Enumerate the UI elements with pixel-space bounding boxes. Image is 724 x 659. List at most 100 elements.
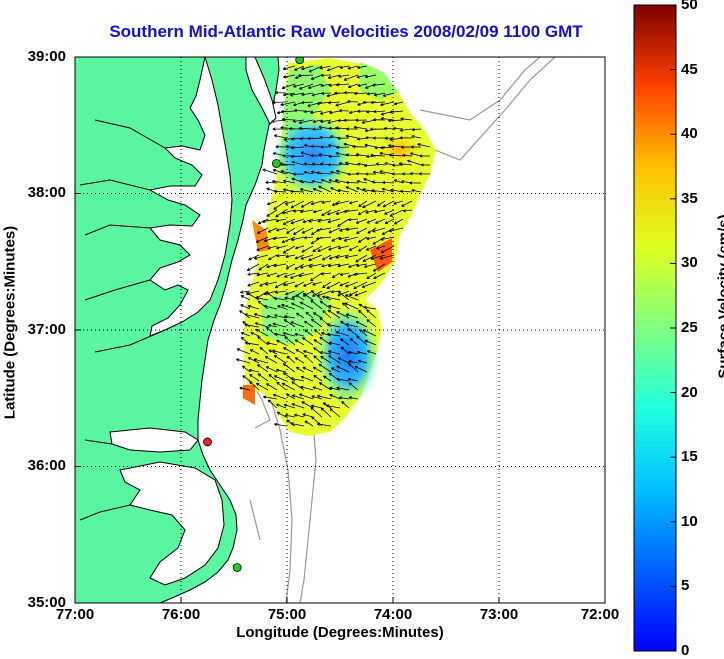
velocity-vector: [366, 272, 377, 280]
velocity-vector: [382, 180, 395, 185]
velocity-vector: [327, 350, 341, 355]
velocity-vector: [331, 236, 341, 242]
velocity-vector: [267, 399, 278, 409]
velocity-vector: [411, 127, 422, 132]
velocity-vector: [248, 254, 260, 261]
velocity-vector: [336, 386, 350, 391]
velocity-vector: [253, 313, 269, 319]
velocity-vector: [347, 328, 359, 337]
velocity-vector: [318, 363, 332, 373]
velocity-vector: [400, 145, 413, 149]
velocity-vector: [294, 339, 305, 346]
velocity-vector: [283, 315, 296, 319]
velocity-vector: [282, 363, 296, 373]
velocity-vector: [253, 358, 269, 364]
velocity-vector: [310, 200, 323, 206]
velocity-vector: [264, 356, 278, 364]
velocity-vector: [319, 317, 332, 328]
velocity-vector: [247, 281, 260, 287]
colorbar-tick-label: 10: [681, 513, 698, 530]
radar-station-marker: [271, 159, 281, 168]
velocity-vector: [292, 83, 305, 88]
velocity-vector: [357, 109, 368, 113]
velocity-vector: [257, 364, 269, 373]
velocity-vector: [380, 245, 395, 254]
velocity-vector: [274, 91, 287, 95]
velocity-vector: [281, 209, 296, 215]
velocity-vector: [308, 263, 323, 268]
velocity-vector: [257, 335, 269, 346]
velocity-vector: [383, 126, 395, 131]
velocity-vector: [354, 91, 368, 96]
velocity-vector: [285, 145, 296, 149]
velocity-vector: [290, 236, 305, 242]
x-tick-label: 76:00: [161, 606, 201, 623]
velocity-vector: [318, 382, 332, 391]
velocity-vector: [362, 200, 377, 208]
velocity-vector: [356, 350, 368, 355]
colorbar-tick-label: 0: [681, 642, 690, 659]
velocity-vector: [420, 163, 431, 167]
velocity-vector: [343, 74, 359, 81]
velocity-vector: [336, 145, 350, 150]
velocity-vector: [375, 162, 386, 166]
velocity-vector: [312, 245, 323, 252]
velocity-vector: [313, 339, 323, 346]
velocity-vector: [400, 189, 413, 193]
velocity-vector: [276, 245, 287, 250]
velocity-vector: [328, 304, 341, 310]
velocity-vector: [329, 110, 341, 115]
velocity-vector: [382, 92, 395, 97]
velocity-vector: [411, 135, 422, 139]
velocity-vector: [325, 295, 341, 301]
velocity-vector: [310, 404, 323, 409]
velocity-vector: [325, 404, 341, 409]
velocity-vector: [365, 83, 377, 89]
velocity-vector: [418, 172, 431, 176]
velocity-vector: [326, 332, 341, 337]
velocity-vector: [266, 314, 278, 319]
velocity-vector: [329, 408, 341, 418]
velocity-vector: [388, 227, 404, 233]
velocity-vector: [301, 227, 314, 234]
velocity-vector: [313, 355, 323, 364]
velocity-vector: [305, 311, 314, 319]
velocity-vector: [293, 108, 305, 113]
velocity-vector: [381, 227, 395, 235]
velocity-vector: [311, 395, 323, 400]
velocity-vector: [308, 65, 323, 73]
velocity-vector: [281, 83, 296, 90]
velocity-vector: [338, 74, 350, 78]
colorbar-tick-label: 40: [681, 125, 698, 142]
velocity-vector: [348, 350, 359, 355]
velocity-vector: [327, 218, 341, 224]
velocity-vector: [364, 339, 377, 346]
velocity-vector: [299, 301, 314, 310]
velocity-vector: [347, 83, 359, 89]
velocity-vector: [300, 254, 314, 260]
velocity-vector: [327, 263, 341, 268]
velocity-vector: [316, 171, 332, 175]
velocity-vector: [290, 189, 305, 194]
velocity-vector: [326, 281, 341, 289]
velocity-vector: [259, 347, 269, 355]
velocity-vector: [363, 163, 377, 168]
velocity-vector: [255, 296, 269, 301]
colorbar-tick-label: 45: [681, 61, 698, 78]
velocity-vector: [294, 332, 305, 337]
velocity-vector: [312, 386, 323, 391]
velocity-vector: [356, 227, 368, 234]
velocity-vector: [348, 382, 359, 391]
velocity-vector: [303, 144, 314, 148]
velocity-vector: [334, 200, 350, 206]
velocity-vector: [318, 185, 332, 193]
axis-ticks: [75, 193, 500, 603]
radar-stations: [203, 57, 305, 572]
velocity-vector: [282, 332, 296, 337]
velocity-vector: [322, 310, 332, 319]
velocity-vector: [388, 119, 404, 123]
velocity-vector: [266, 209, 278, 217]
albemarle-sound: [109, 427, 199, 453]
velocity-vector: [302, 218, 314, 224]
velocity-vector: [310, 299, 323, 310]
